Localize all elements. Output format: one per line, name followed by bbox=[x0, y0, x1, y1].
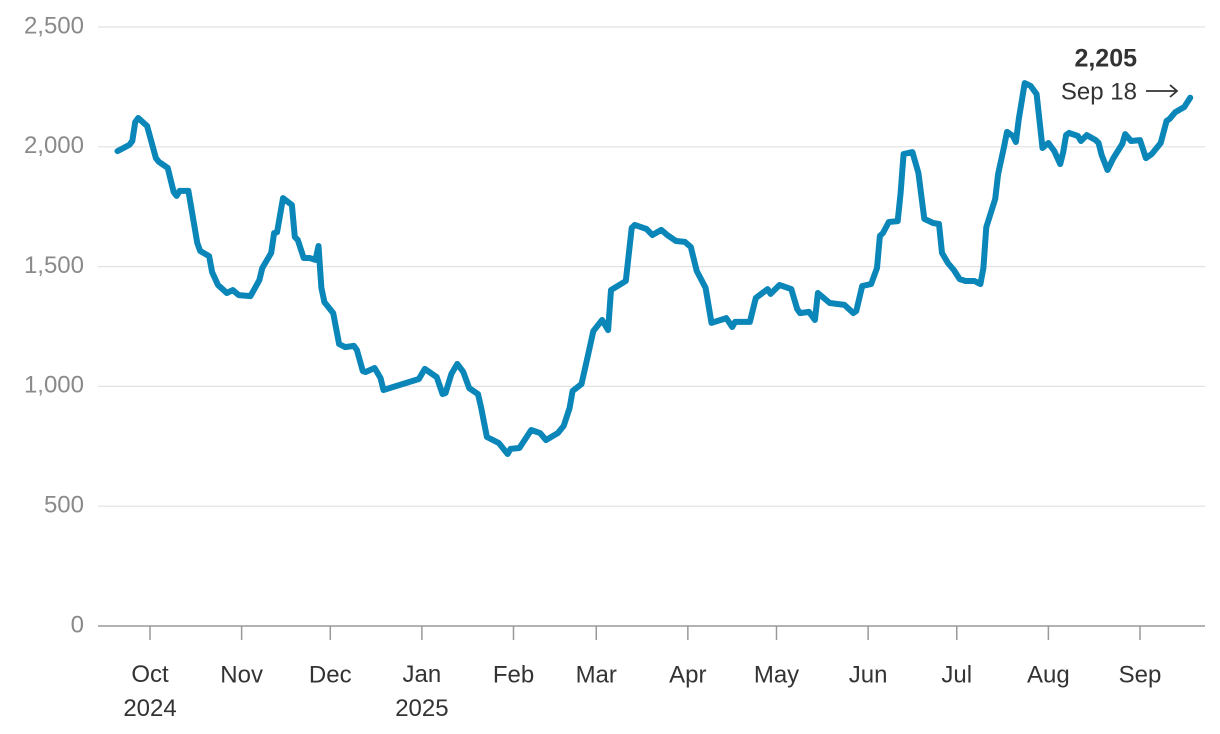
data-line bbox=[114, 80, 1194, 457]
y-tick-label: 500 bbox=[44, 492, 84, 519]
x-tick-label: Oct 2024 bbox=[123, 661, 176, 722]
x-tick-label: Jun bbox=[849, 661, 888, 688]
x-tick-label: Nov bbox=[220, 661, 263, 688]
y-tick-label: 2,500 bbox=[24, 12, 84, 39]
annotation-value: 2,205 bbox=[1074, 45, 1137, 73]
x-tick-label: Sep bbox=[1119, 661, 1162, 688]
y-tick-label: 1,000 bbox=[24, 372, 84, 399]
annotation-date: Sep 18 bbox=[1061, 78, 1137, 105]
x-tick-label: Aug bbox=[1027, 661, 1070, 688]
y-tick-label: 0 bbox=[71, 611, 84, 638]
x-tick-label: Jul bbox=[941, 661, 972, 688]
x-tick-label: Dec bbox=[309, 661, 352, 688]
y-tick-label: 1,500 bbox=[24, 252, 84, 279]
x-tick-label: Mar bbox=[576, 661, 617, 688]
y-tick-label: 2,000 bbox=[24, 132, 84, 159]
x-tick-label: Apr bbox=[669, 661, 706, 688]
annotation-arrow bbox=[1146, 84, 1179, 98]
x-tick-label: Feb bbox=[493, 661, 534, 688]
x-tick-label: Jan 2025 bbox=[395, 661, 448, 722]
x-tick-label: May bbox=[754, 661, 799, 688]
